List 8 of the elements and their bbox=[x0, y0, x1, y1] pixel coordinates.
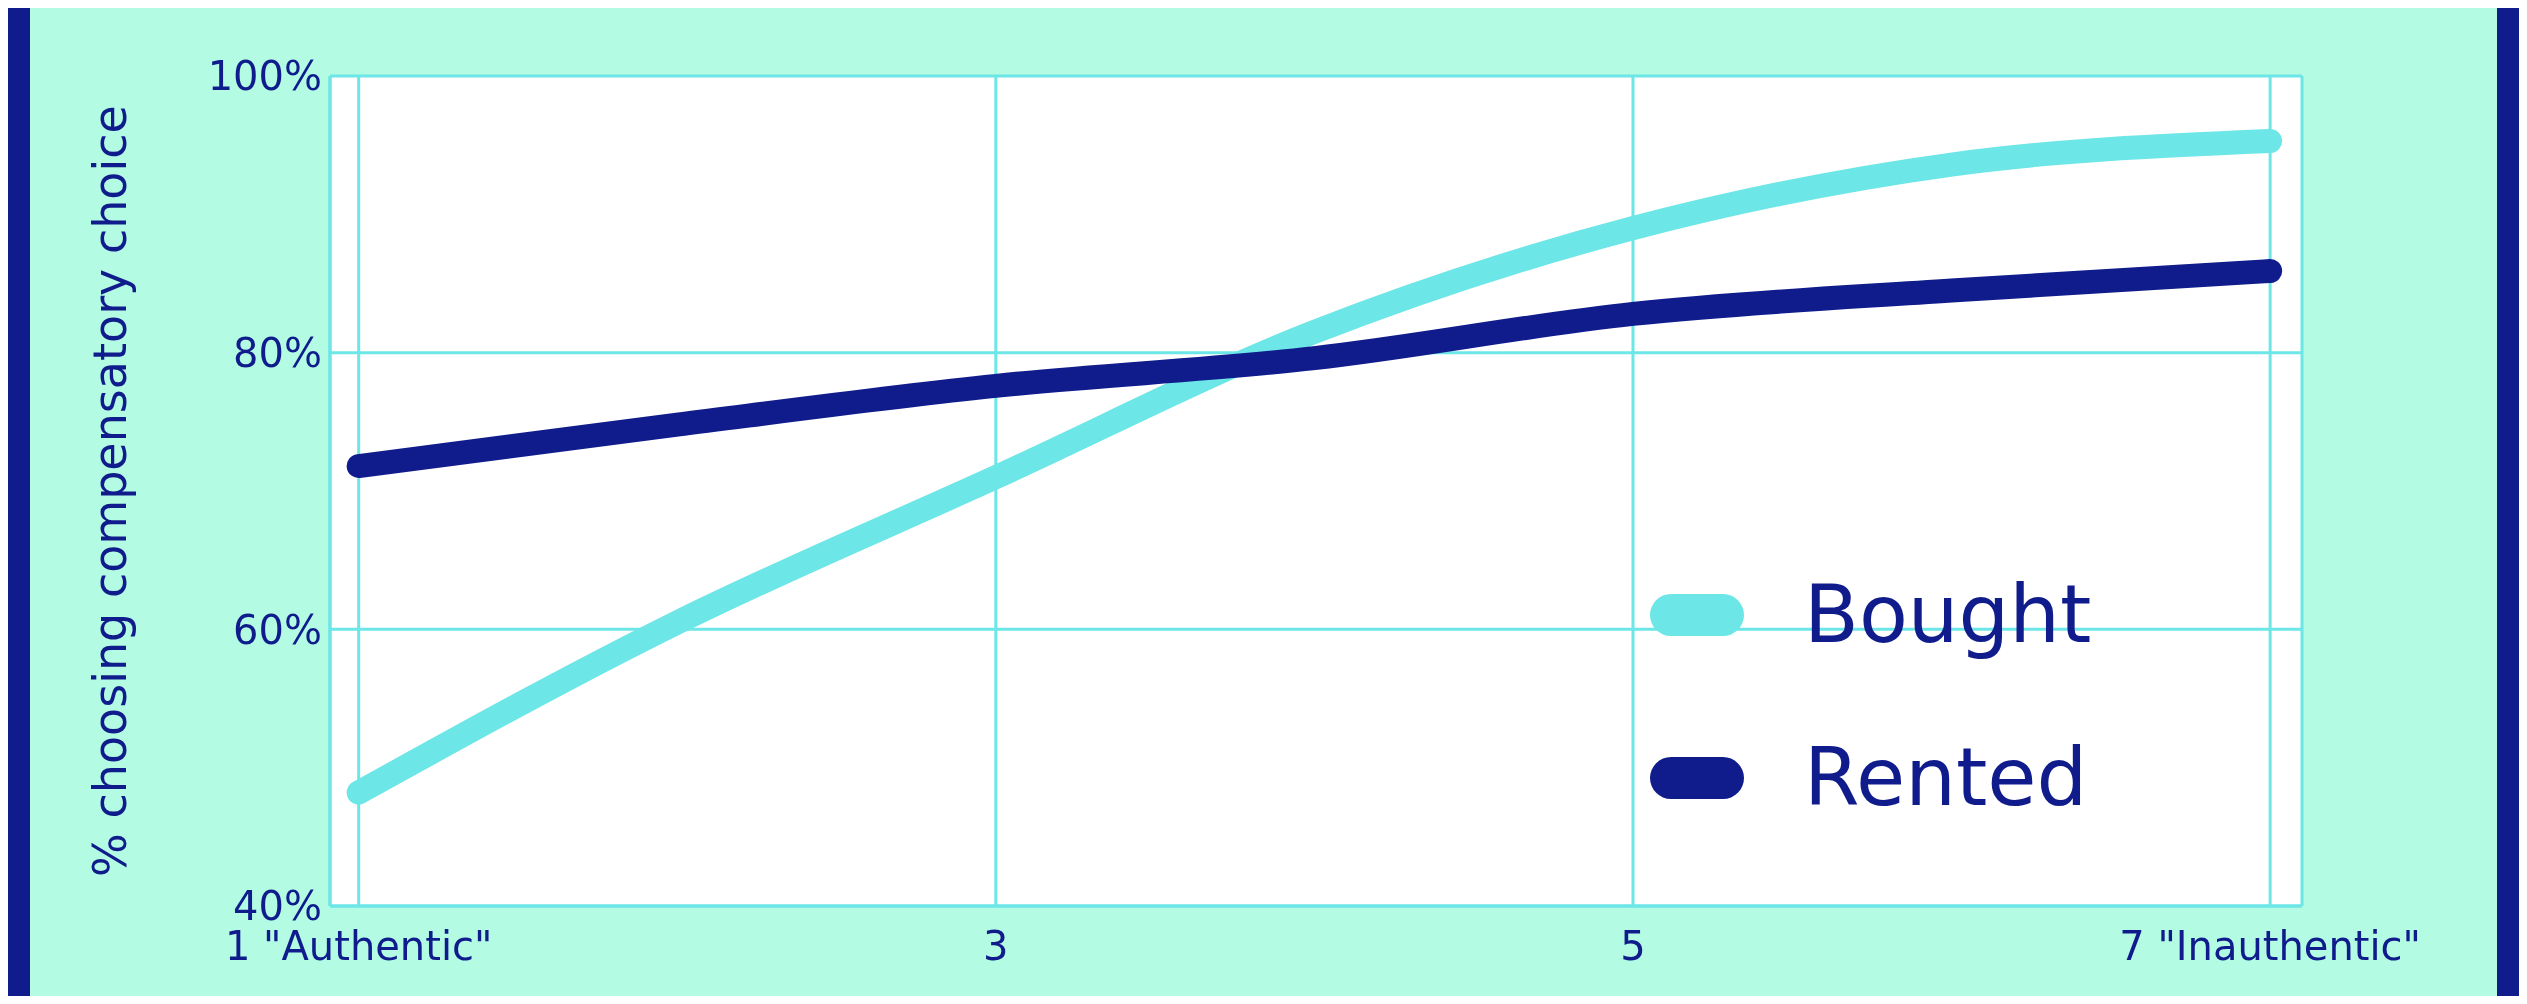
y-tick-label: 100% bbox=[207, 53, 322, 100]
legend-label: Rented bbox=[1804, 731, 2088, 824]
y-tick-label: 80% bbox=[233, 329, 322, 376]
x-tick-label: 7 "Inauthentic" bbox=[2119, 923, 2422, 970]
x-tick-label: 3 bbox=[983, 923, 1009, 970]
y-tick-label: 60% bbox=[233, 606, 322, 653]
x-tick-label: 5 bbox=[1620, 923, 1646, 970]
y-axis-title: % choosing compensatory choice bbox=[83, 105, 138, 877]
